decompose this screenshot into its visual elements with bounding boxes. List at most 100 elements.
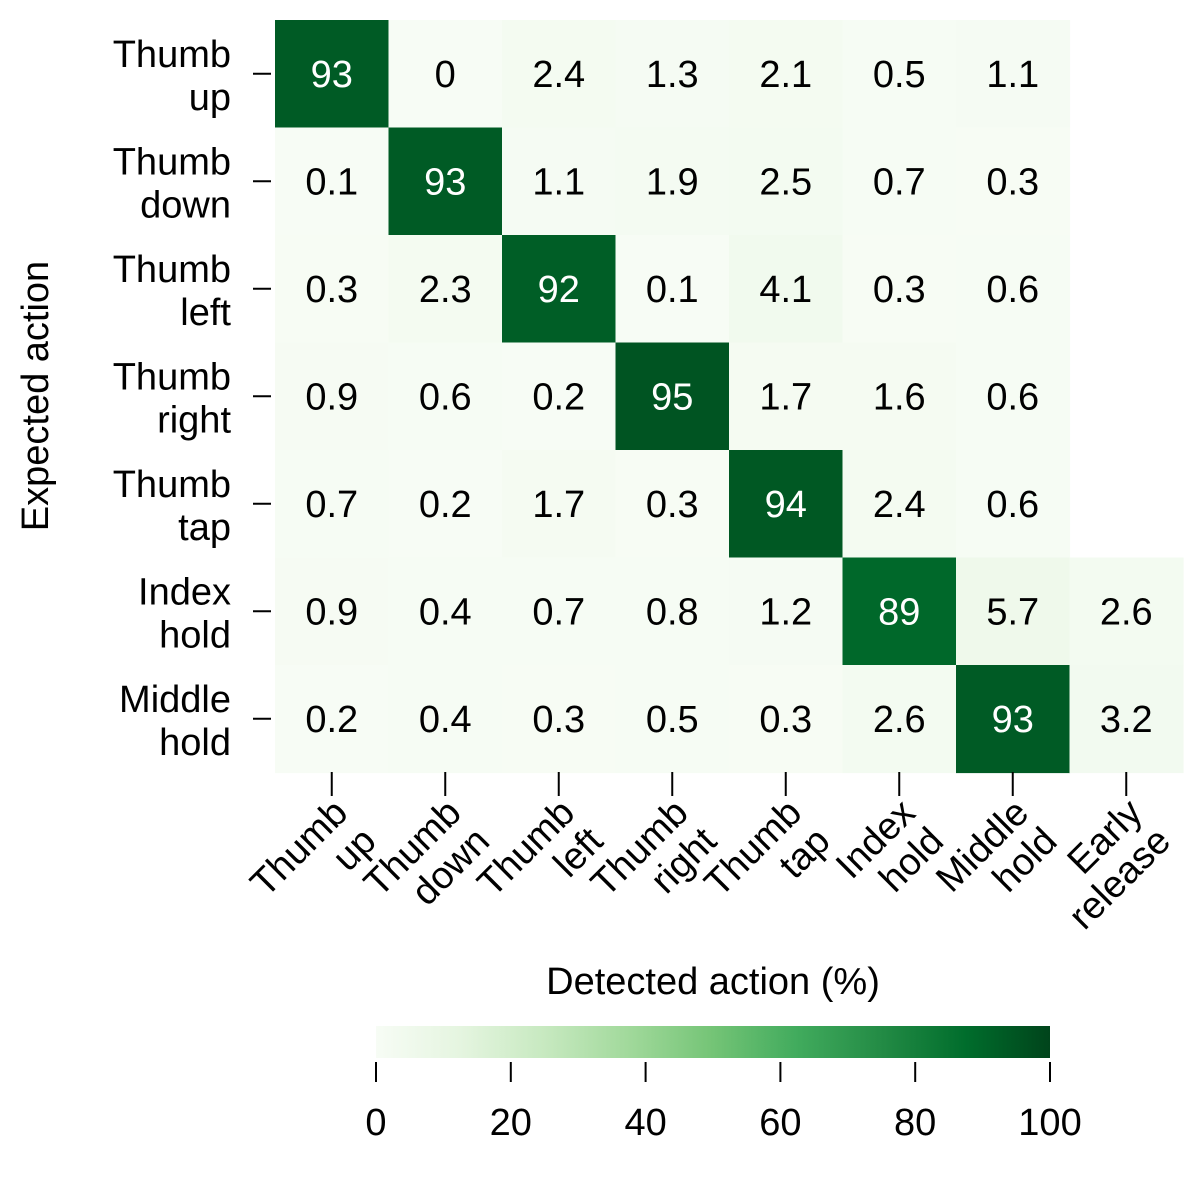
- cell-value-label-r4-c5: 1.7: [759, 376, 812, 418]
- x-tick-label-8: Earlyrelease: [1033, 792, 1179, 938]
- heatmap-cell-r6-c3: [502, 557, 617, 666]
- heatmap-cell-r2-c6: [842, 127, 957, 236]
- x-axis: ThumbupThumbdownThumbleftThumbrightThumb…: [243, 772, 1179, 938]
- cell-value-label-r7-c8: 3.2: [1100, 699, 1153, 741]
- heatmap-cell-r6-c1: [275, 557, 390, 666]
- cell-value-label-r2-c4: 1.9: [646, 161, 699, 203]
- cell-value-label-r3-c5: 4.1: [759, 269, 812, 311]
- cell-value-label-r3-c1: 0.3: [305, 269, 358, 311]
- colorbar: 0 20 40 60 80 100: [365, 1026, 1082, 1144]
- y-tick-label-6-line-1: Index: [138, 571, 231, 613]
- heatmap-cell-r3-c4: [615, 235, 730, 344]
- cell-value-label-r4-c4: 95: [651, 376, 693, 418]
- heatmap-cell-r4-c6: [842, 342, 957, 451]
- heatmap-cell-r1-c2: [388, 20, 503, 129]
- cell-value-label-r1-c6: 0.5: [873, 54, 926, 96]
- x-tick-label-group-8: Earlyrelease: [1033, 792, 1179, 938]
- heatmap-cell-r2-c7: [956, 127, 1071, 236]
- heatmap-cell-r4-c5: [729, 342, 844, 451]
- heatmap-cell-r7-c7: [956, 665, 1071, 774]
- heatmap-cell-r6-c5: [729, 557, 844, 666]
- y-tick-label-6-line-2: hold: [159, 614, 231, 656]
- heatmap-cell-r7-c2: [388, 665, 503, 774]
- cell-value-label-r5-c2: 0.2: [419, 484, 472, 526]
- cell-value-label-r6-c6: 89: [878, 591, 920, 633]
- heatmap-cell-r2-c5: [729, 127, 844, 236]
- heatmap-cell-r4-c7: [956, 342, 1071, 451]
- heatmap-cell-r1-c1: [275, 20, 390, 129]
- x-tick-label-1: Thumbup: [243, 792, 385, 934]
- y-tick-label-1-line-2: up: [189, 77, 231, 119]
- heatmap-cell-r1-c6: [842, 20, 957, 129]
- x-tick-label-group-7: Middlehold: [928, 792, 1065, 929]
- x-tick-label-3: Thumbleft: [470, 791, 612, 933]
- heatmap-cell-r3-c6: [842, 235, 957, 344]
- heatmap-cell-r2-c2: [388, 127, 503, 236]
- cell-value-label-r4-c6: 1.6: [873, 376, 926, 418]
- heatmap-cell-r5-c3: [502, 450, 617, 559]
- cell-value-label-r3-c7: 0.6: [986, 269, 1039, 311]
- cell-value-label-r6-c5: 1.2: [759, 591, 812, 633]
- cell-value-label-r3-c4: 0.1: [646, 269, 699, 311]
- colorbar-tick-label-1: 0: [365, 1102, 386, 1144]
- cell-value-label-r4-c2: 0.6: [419, 376, 472, 418]
- heatmap-cell-r4-c2: [388, 342, 503, 451]
- cell-value-label-r5-c5: 94: [765, 484, 807, 526]
- colorbar-tick-label-2: 20: [490, 1102, 532, 1144]
- colorbar-tick-label-5: 80: [894, 1102, 936, 1144]
- x-tick-label-group-4: Thumbright: [583, 792, 725, 905]
- heatmap-cell-r1-c5: [729, 20, 844, 129]
- heatmap-cell-r1-c7: [956, 20, 1071, 129]
- x-tick-label-group-5: Thumbtap: [697, 792, 839, 934]
- heatmap-cell-r7-c3: [502, 665, 617, 774]
- cell-value-label-r7-c4: 0.5: [646, 699, 699, 741]
- heatmap-cell-r5-c5: [729, 450, 844, 559]
- heatmap-cell-r6-c6: [842, 557, 957, 666]
- y-tick-label-2: Thumb down: [113, 141, 231, 226]
- heatmap-cell-r7-c4: [615, 665, 730, 774]
- heatmap-cell-r2-c4: [615, 127, 730, 236]
- colorbar-tick-label-4: 60: [759, 1102, 801, 1144]
- cell-value-label-r5-c4: 0.3: [646, 484, 699, 526]
- y-tick-label-3-line-1: Thumb: [113, 249, 231, 291]
- heatmap-cell-r6-c8: [1069, 557, 1184, 666]
- x-tick-label-7: Middlehold: [928, 792, 1065, 929]
- heatmap-cell-r2-c1: [275, 127, 390, 236]
- y-tick-label-5-line-2: tap: [178, 507, 231, 549]
- cell-value-label-r5-c6: 2.4: [873, 484, 926, 526]
- x-tick-label-group-2: Thumbdown: [356, 792, 498, 934]
- cell-value-label-r4-c1: 0.9: [305, 376, 358, 418]
- cell-value-label-r4-c3: 0.2: [532, 376, 585, 418]
- y-axis-title: Expected action: [15, 261, 57, 531]
- y-tick-label-4: Thumb right: [113, 356, 232, 441]
- cell-value-label-r1-c2: 0: [435, 54, 456, 96]
- cell-value-label-r3-c2: 2.3: [419, 269, 472, 311]
- cell-value-label-r7-c5: 0.3: [759, 699, 812, 741]
- heatmap-cell-r6-c4: [615, 557, 730, 666]
- x-tick-label-2: Thumbdown: [356, 792, 498, 934]
- cell-value-label-r7-c1: 0.2: [305, 699, 358, 741]
- heatmap-cell-r3-c3: [502, 235, 617, 344]
- heatmap-cell-r6-c2: [388, 557, 503, 666]
- cell-value-label-r1-c4: 1.3: [646, 54, 699, 96]
- heatmap-cell-r4-c1: [275, 342, 390, 451]
- y-tick-label-5-line-1: Thumb: [113, 464, 231, 506]
- cell-value-label-r6-c3: 0.7: [532, 591, 585, 633]
- heatmap-cell-r5-c7: [956, 450, 1071, 559]
- y-tick-label-4-line-1: Thumb: [113, 356, 231, 398]
- y-tick-label-2-line-2: down: [140, 184, 231, 226]
- colorbar-gradient-bar: [376, 1026, 1050, 1058]
- cell-value-label-r7-c2: 0.4: [419, 699, 472, 741]
- heatmap-cell-r3-c2: [388, 235, 503, 344]
- cell-value-label-r2-c1: 0.1: [305, 161, 358, 203]
- heatmap-cell-r7-c5: [729, 665, 844, 774]
- cell-value-label-r6-c1: 0.9: [305, 591, 358, 633]
- heatmap-cells: [275, 20, 1184, 774]
- y-tick-label-2-line-1: Thumb: [113, 141, 231, 183]
- x-tick-label-5: Thumbtap: [697, 792, 839, 934]
- heatmap-cell-r3-c7: [956, 235, 1071, 344]
- heatmap-cell-r7-c6: [842, 665, 957, 774]
- heatmap-cell-r6-c7: [956, 557, 1071, 666]
